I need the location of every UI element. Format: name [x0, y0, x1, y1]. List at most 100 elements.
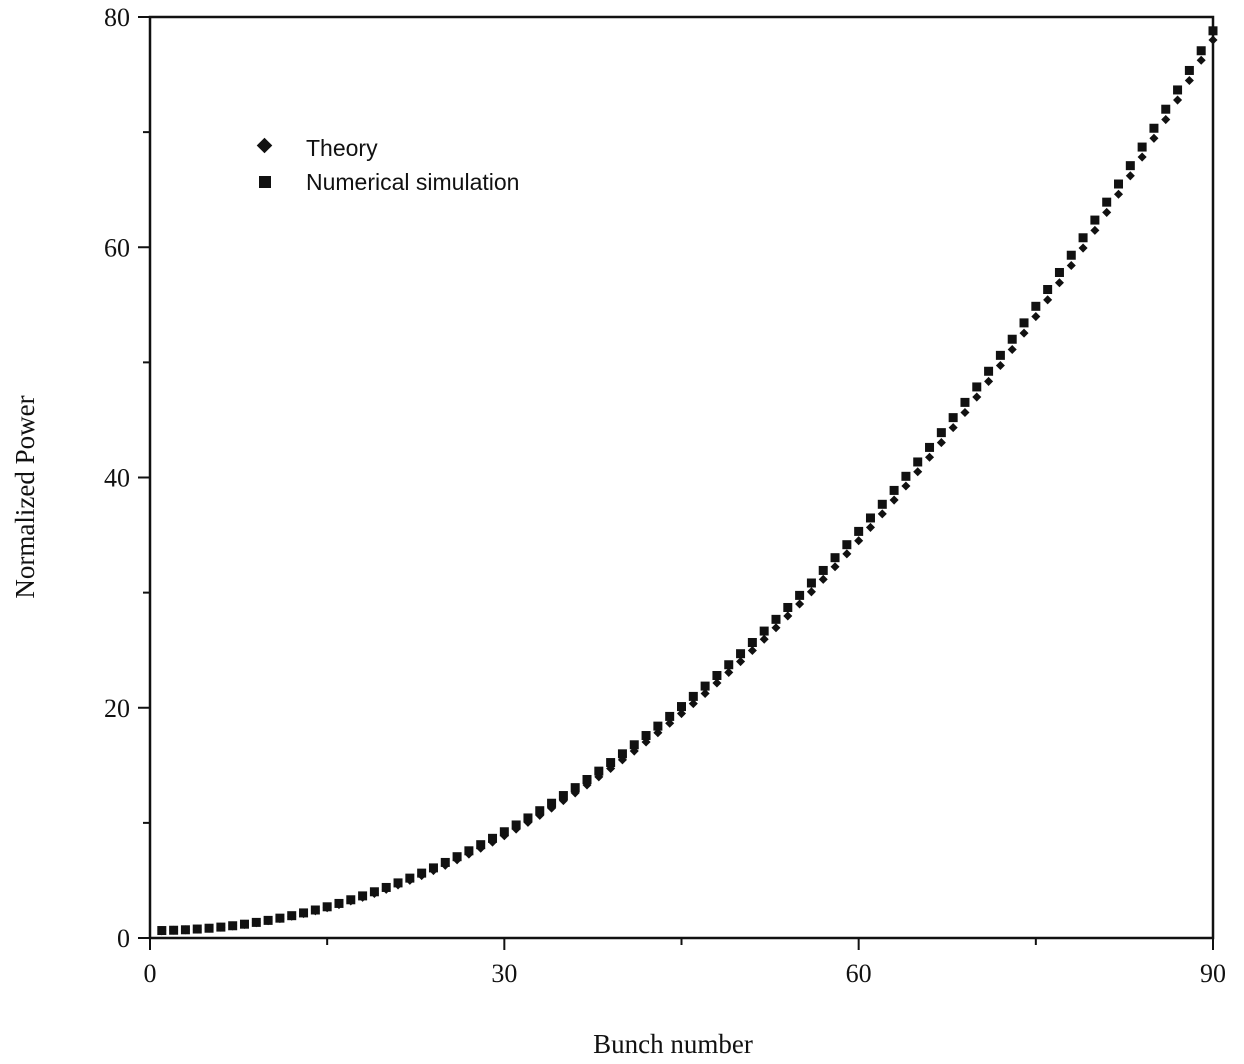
theory-point: [724, 667, 734, 677]
simulation-point: [558, 791, 568, 801]
theory-point: [960, 407, 970, 418]
theory-point: [865, 522, 876, 532]
theory-point: [925, 452, 935, 462]
simulation-point: [901, 471, 911, 481]
theory-point: [1102, 207, 1112, 217]
theory-point: [901, 481, 911, 491]
theory-point: [972, 392, 982, 402]
y-tick-label: 20: [104, 694, 130, 723]
simulation-point: [889, 485, 899, 495]
x-tick-label: 90: [1200, 959, 1226, 988]
simulation-point: [818, 565, 828, 575]
theory-point: [358, 892, 368, 902]
theory-point: [783, 611, 793, 621]
theory-point: [287, 911, 297, 921]
theory-point: [712, 678, 722, 688]
theory-point: [1007, 344, 1017, 355]
theory-point: [736, 657, 746, 667]
theory-point: [995, 361, 1005, 371]
simulation-point: [984, 366, 994, 376]
theory-point: [653, 728, 663, 738]
theory-point: [818, 574, 828, 584]
simulation-point: [795, 590, 805, 600]
theory-point: [239, 919, 250, 929]
theory-point: [1149, 133, 1159, 143]
theory-point: [1066, 261, 1076, 271]
simulation-point: [641, 731, 651, 741]
theory-point: [428, 866, 438, 876]
theory-point: [606, 763, 616, 773]
simulation-point: [1114, 179, 1124, 189]
theory-point: [499, 831, 509, 841]
theory-point: [771, 623, 781, 633]
data-points: [157, 26, 1218, 936]
theory-point: [310, 906, 320, 916]
simulation-point: [877, 499, 887, 509]
simulation-point: [665, 711, 675, 721]
simulation-point: [1208, 26, 1218, 36]
legend-square-marker: [259, 176, 271, 188]
theory-point: [216, 922, 226, 932]
theory-point: [936, 438, 946, 448]
simulation-point: [535, 806, 545, 816]
theory-point: [535, 810, 545, 820]
theory-point: [1090, 225, 1100, 235]
simulation-point: [960, 397, 970, 407]
theory-point: [1078, 243, 1088, 253]
simulation-point: [936, 428, 946, 438]
theory-point: [665, 718, 675, 728]
y-tick-label: 60: [104, 233, 130, 262]
simulation-point: [1137, 142, 1147, 152]
simulation-point: [1019, 318, 1029, 328]
simulation-point: [747, 637, 757, 647]
simulation-point: [1007, 334, 1017, 344]
theory-point: [1137, 152, 1147, 162]
simulation-point: [865, 513, 875, 523]
simulation-point: [677, 702, 686, 712]
theory-point: [452, 855, 462, 865]
x-tick-label: 60: [846, 959, 872, 988]
simulation-point: [1196, 46, 1206, 56]
simulation-point: [570, 783, 580, 793]
theory-point: [405, 875, 415, 885]
theory-point: [1173, 95, 1183, 105]
simulation-point: [1078, 233, 1088, 243]
simulation-point: [1149, 123, 1159, 133]
simulation-point: [1066, 250, 1076, 260]
simulation-point: [594, 766, 604, 776]
theory-point: [795, 599, 805, 609]
theory-point: [511, 824, 521, 834]
theory-point: [1184, 76, 1194, 86]
simulation-point: [1184, 65, 1194, 75]
legend-item-theory: Theory: [256, 135, 378, 161]
simulation-point: [830, 553, 840, 563]
theory-point: [629, 746, 639, 756]
theory-point: [1208, 35, 1218, 45]
theory-point: [830, 562, 840, 572]
simulation-point: [629, 740, 639, 750]
theory-point: [476, 843, 486, 853]
simulation-point: [783, 602, 793, 612]
theory-point: [700, 688, 710, 698]
x-axis-label: Bunch number: [593, 1029, 753, 1059]
theory-point: [1043, 295, 1053, 305]
theory-point: [1019, 328, 1029, 338]
legend-diamond-marker: [256, 137, 273, 154]
theory-point: [334, 900, 344, 910]
simulation-point: [759, 626, 769, 636]
y-tick-label: 80: [104, 3, 130, 32]
theory-point: [877, 509, 887, 519]
theory-point: [1125, 171, 1135, 181]
theory-point: [582, 780, 592, 790]
theory-point: [263, 916, 273, 926]
legend-label-theory: Theory: [306, 135, 378, 161]
theory-point: [759, 634, 769, 644]
legend-item-numerical-simulation: Numerical simulation: [259, 169, 519, 195]
y-tick-label: 0: [117, 924, 130, 953]
simulation-point: [582, 774, 592, 784]
simulation-point: [1090, 215, 1100, 225]
theory-point: [984, 376, 994, 386]
theory-point: [594, 772, 604, 782]
simulation-point: [1125, 161, 1135, 171]
